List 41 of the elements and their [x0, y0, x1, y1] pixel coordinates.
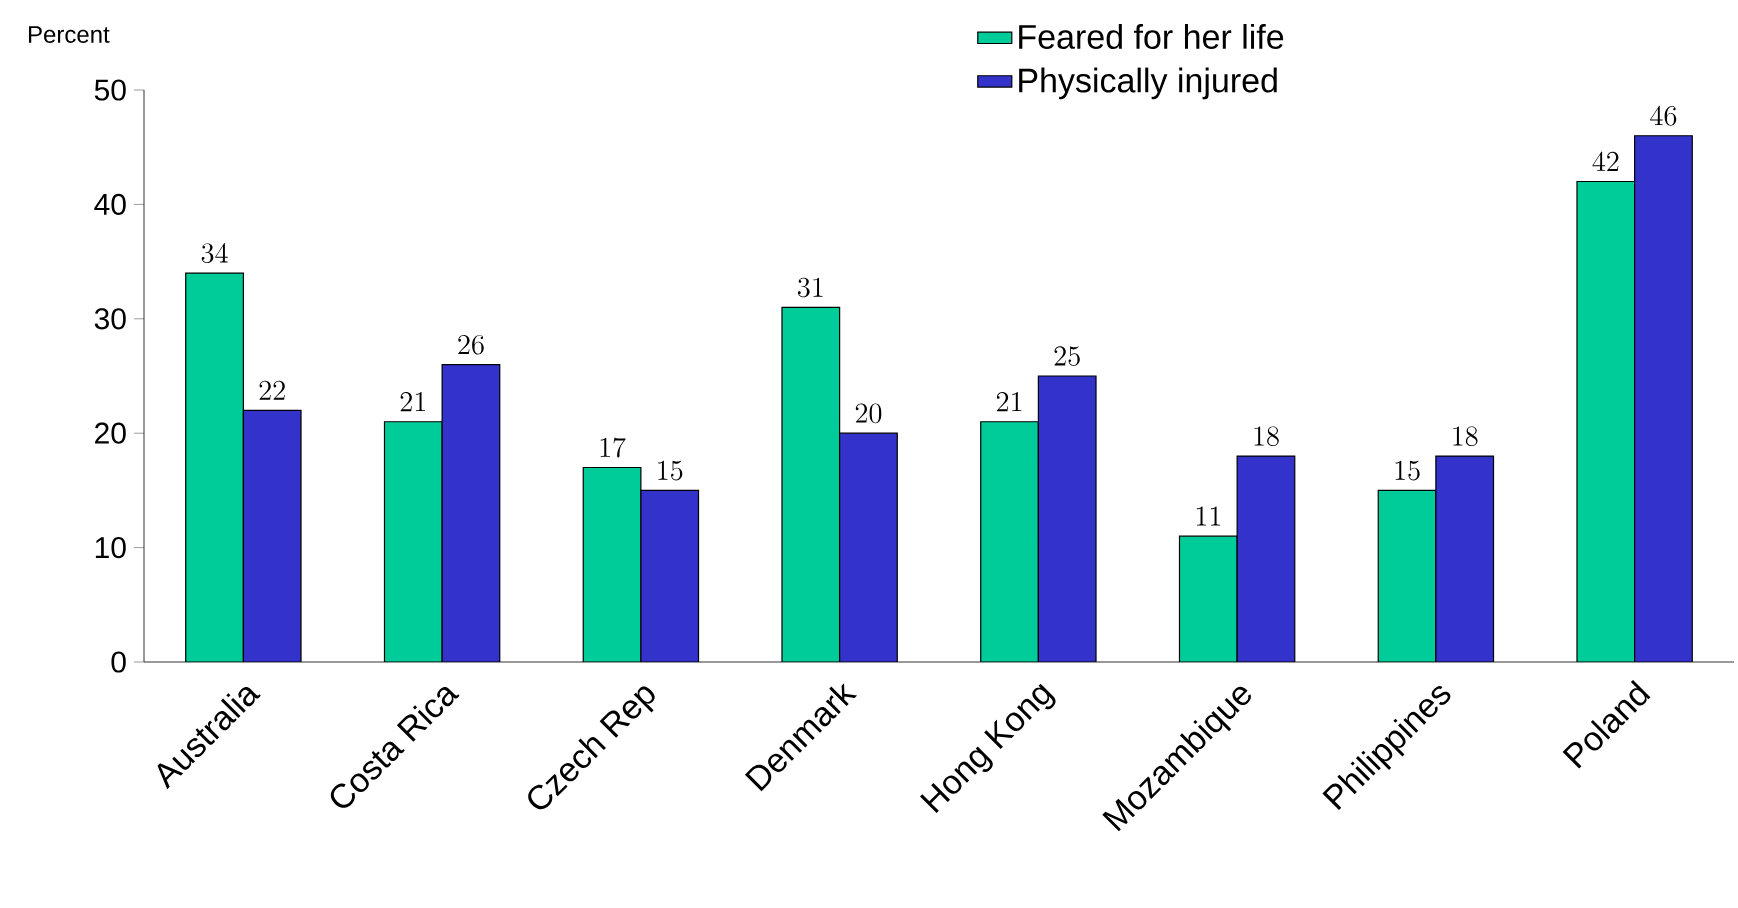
bar	[185, 273, 244, 662]
data-label: 21	[996, 392, 1022, 412]
y-tick-label: 40	[94, 193, 126, 216]
data-label: 21	[400, 392, 426, 412]
data-label: 20	[855, 403, 882, 424]
y-tick-label: 0	[111, 651, 126, 673]
data-label: 18	[1254, 426, 1279, 447]
y-tick-label: 50	[94, 79, 126, 101]
bar	[781, 307, 840, 662]
bar	[442, 364, 500, 662]
bar	[1435, 456, 1494, 662]
bar	[1237, 456, 1295, 662]
data-label: 11	[1196, 506, 1221, 526]
bar	[1576, 180, 1636, 662]
data-label: 26	[458, 334, 484, 355]
data-label: 15	[1395, 460, 1420, 481]
legend-label: Physically injured	[1019, 67, 1277, 100]
bar	[583, 467, 641, 662]
data-label: 25	[1054, 346, 1080, 366]
y-axis-title: Percent	[28, 26, 110, 43]
bar	[839, 433, 898, 662]
data-label: 42	[1592, 151, 1619, 171]
data-label: 46	[1650, 105, 1677, 126]
bar	[1378, 490, 1436, 662]
data-label: 17	[600, 437, 626, 458]
y-tick-label: 30	[94, 308, 126, 330]
bar	[384, 421, 443, 662]
data-label: 22	[259, 380, 285, 400]
bar	[640, 490, 699, 662]
data-label: 15	[658, 460, 683, 481]
y-tick-label: 20	[95, 422, 126, 444]
data-label: 18	[1453, 426, 1478, 447]
bar	[1179, 536, 1238, 662]
bar	[1634, 135, 1693, 662]
bar	[980, 421, 1039, 662]
data-label: 34	[201, 243, 228, 264]
bar	[243, 410, 302, 662]
bar	[1038, 376, 1097, 662]
data-label: 31	[797, 277, 823, 298]
y-tick-label: 10	[95, 536, 126, 559]
legend-label: Feared for her life	[1019, 24, 1284, 49]
